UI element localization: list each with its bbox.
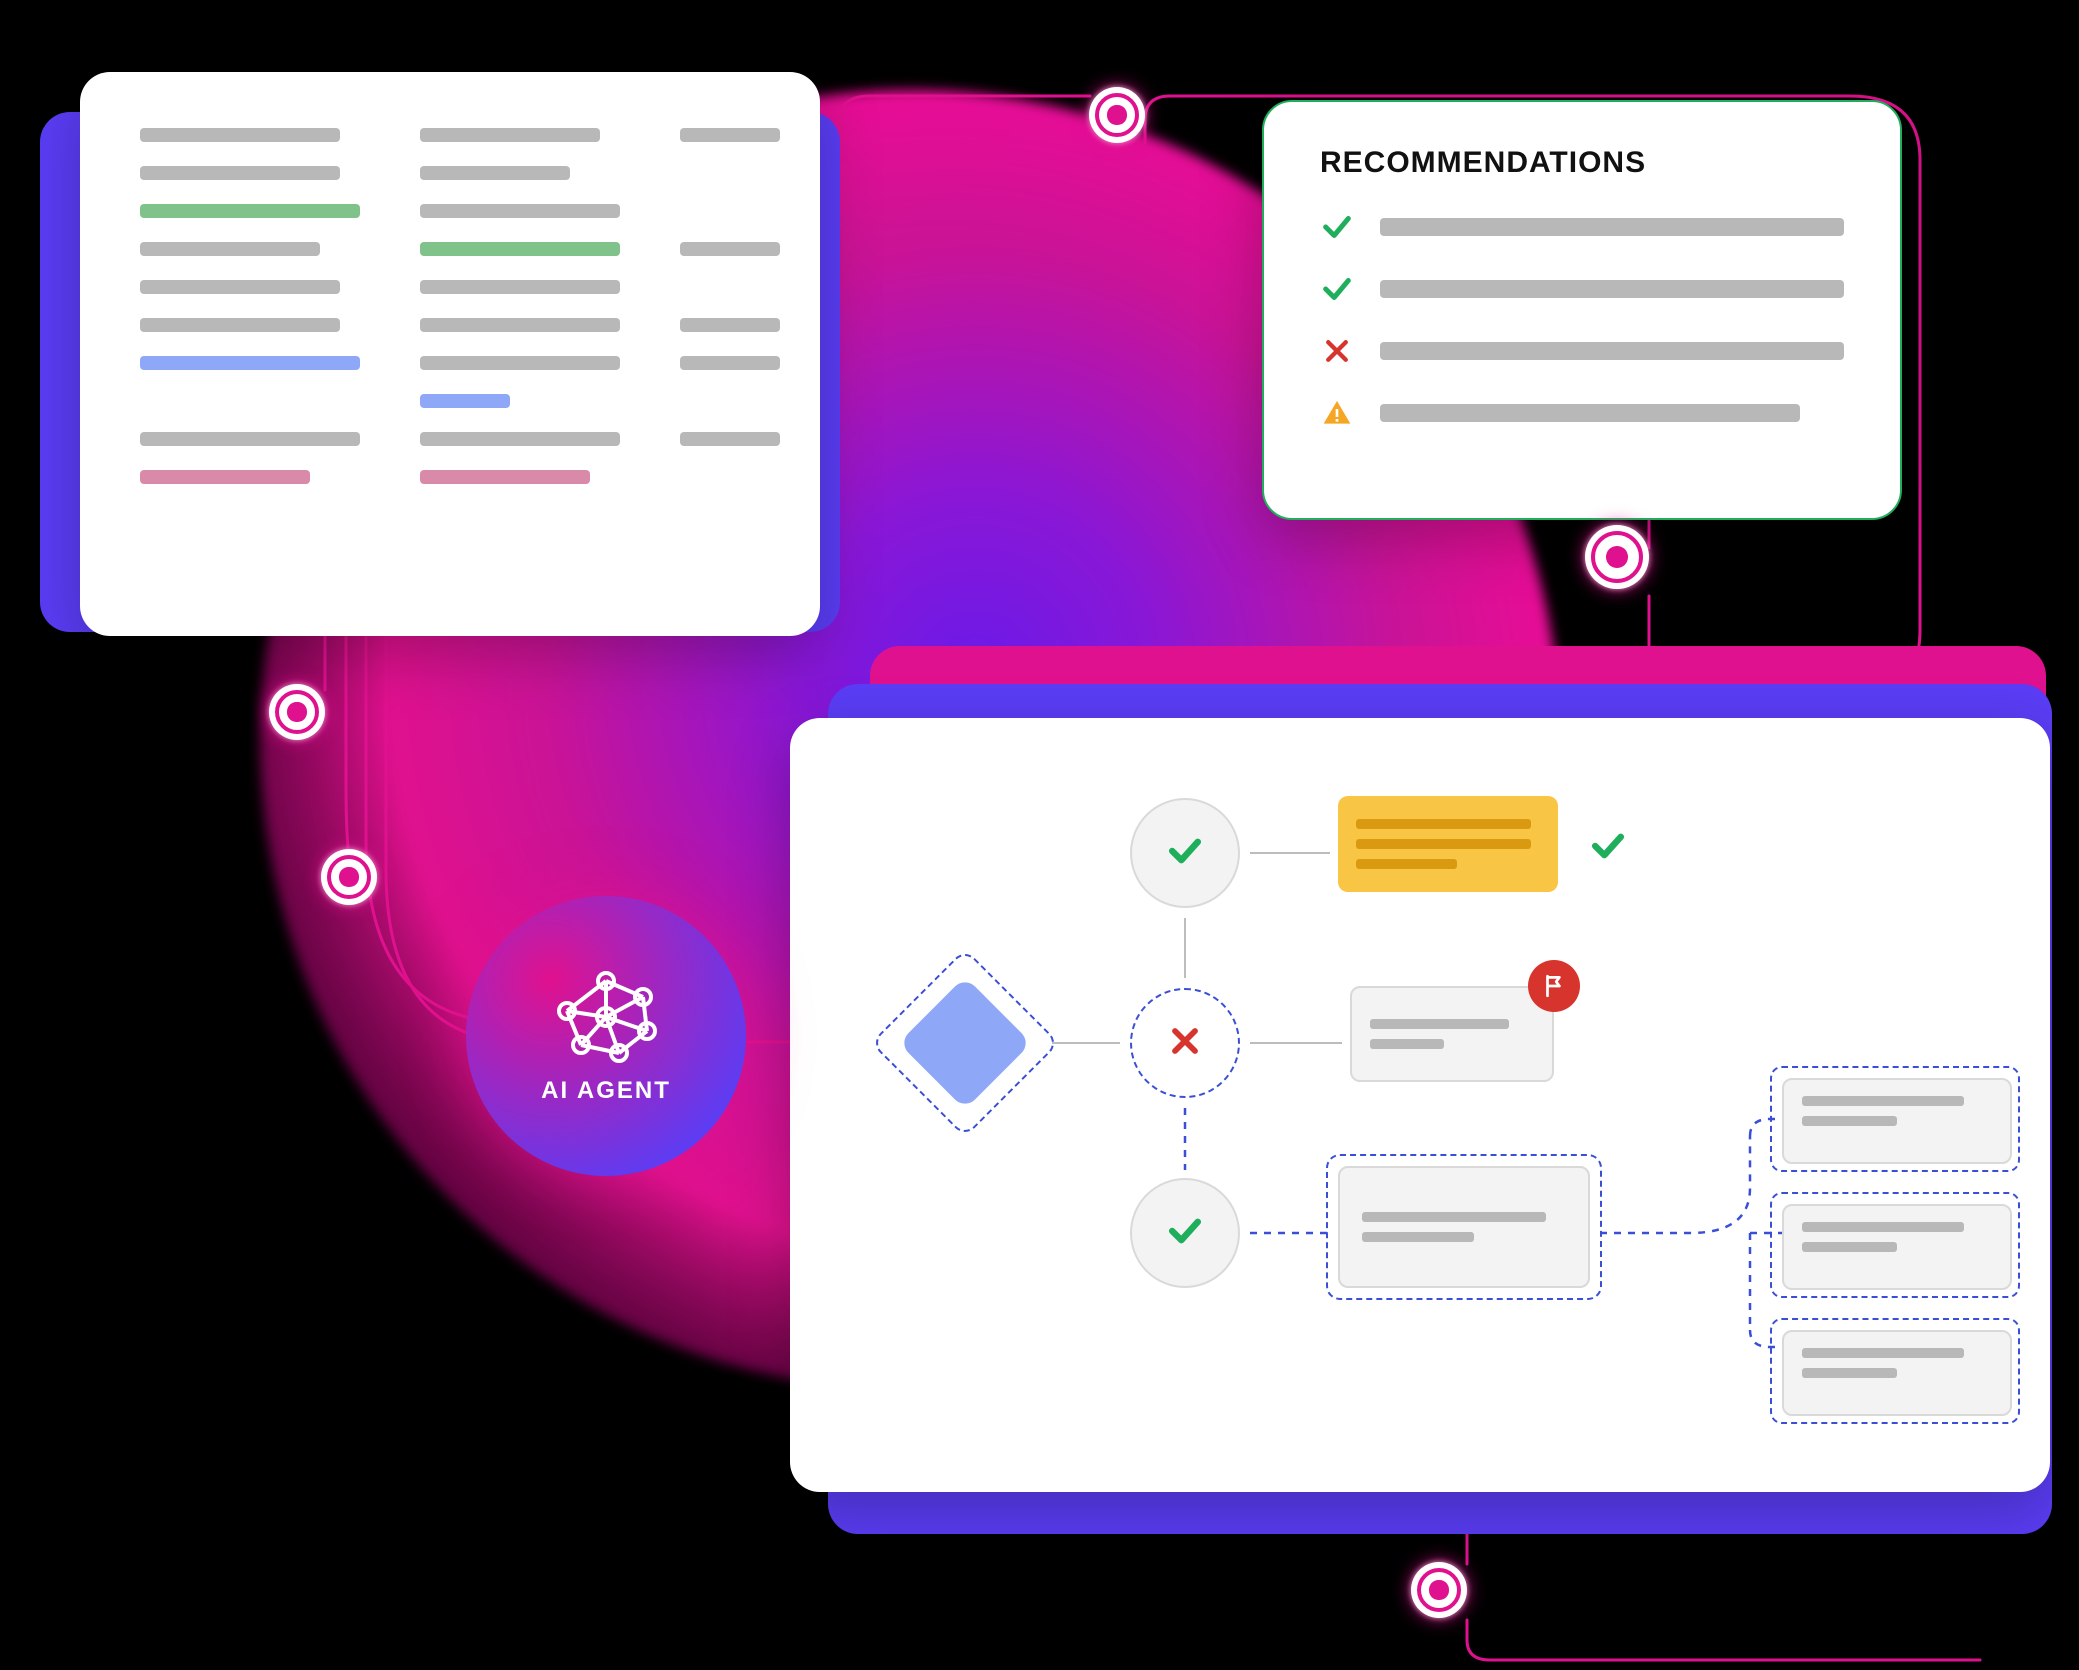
check-icon <box>1163 829 1207 878</box>
data-bar <box>140 280 340 294</box>
flow-task <box>1338 1166 1590 1288</box>
data-bar <box>140 356 360 370</box>
flag-icon <box>1528 960 1580 1012</box>
flow-card <box>790 718 2050 1492</box>
check-icon <box>1163 1209 1207 1258</box>
data-bar <box>680 242 780 256</box>
decision-diamond <box>910 988 1020 1098</box>
ai-agent-label: AI AGENT <box>541 1077 671 1105</box>
data-column <box>420 128 620 484</box>
data-bar <box>420 242 620 256</box>
check-icon <box>1586 824 1630 873</box>
data-column <box>140 128 360 484</box>
check-icon <box>1320 210 1354 244</box>
data-bar <box>680 128 780 142</box>
network-icon <box>551 967 661 1063</box>
connector-dot <box>1089 87 1145 143</box>
x-icon <box>1320 334 1354 368</box>
data-bar <box>140 166 340 180</box>
recommendation-row <box>1320 396 1844 430</box>
data-bar <box>420 318 620 332</box>
data-bar <box>140 318 340 332</box>
connector-dot <box>321 849 377 905</box>
recommendations-card: RECOMMENDATIONS <box>1262 100 1902 520</box>
flow-node-check-top <box>1130 798 1240 908</box>
connector-dot <box>1585 525 1649 589</box>
data-bar <box>140 128 340 142</box>
recommendation-row <box>1320 334 1844 368</box>
data-column <box>680 128 780 484</box>
flow-task-flagged <box>1350 986 1554 1082</box>
flow-output-item <box>1770 1318 2020 1424</box>
data-bar <box>420 166 570 180</box>
stage: RECOMMENDATIONS AI AGENT <box>0 0 2079 1670</box>
flow-output-item <box>1770 1066 2020 1172</box>
data-bar <box>420 204 620 218</box>
flow-node-x <box>1130 988 1240 1098</box>
data-bar <box>420 356 620 370</box>
data-card <box>80 72 820 636</box>
data-bar <box>140 470 310 484</box>
flow-note-yellow <box>1338 796 1558 892</box>
flow-output-item <box>1770 1192 2020 1298</box>
ai-agent-badge: AI AGENT <box>466 896 746 1176</box>
data-bar <box>680 318 780 332</box>
connector-dot <box>269 684 325 740</box>
recommendation-row <box>1320 272 1844 306</box>
recommendation-bar <box>1380 218 1844 236</box>
connector-dot <box>1411 1562 1467 1618</box>
data-bar <box>140 204 360 218</box>
flow-node-check-bottom <box>1130 1178 1240 1288</box>
recommendation-bar <box>1380 404 1800 422</box>
data-bar <box>140 242 320 256</box>
warning-icon <box>1320 396 1354 430</box>
data-bar <box>420 280 620 294</box>
data-bar <box>420 432 620 446</box>
data-bar <box>140 432 360 446</box>
data-bar <box>420 470 590 484</box>
data-bar <box>420 128 600 142</box>
recommendations-title: RECOMMENDATIONS <box>1320 146 1844 180</box>
x-icon <box>1165 1021 1205 1066</box>
check-icon <box>1320 272 1354 306</box>
data-bar <box>680 432 780 446</box>
data-bar <box>680 356 780 370</box>
recommendation-row <box>1320 210 1844 244</box>
recommendation-bar <box>1380 342 1844 360</box>
recommendation-bar <box>1380 280 1844 298</box>
data-bar <box>420 394 510 408</box>
